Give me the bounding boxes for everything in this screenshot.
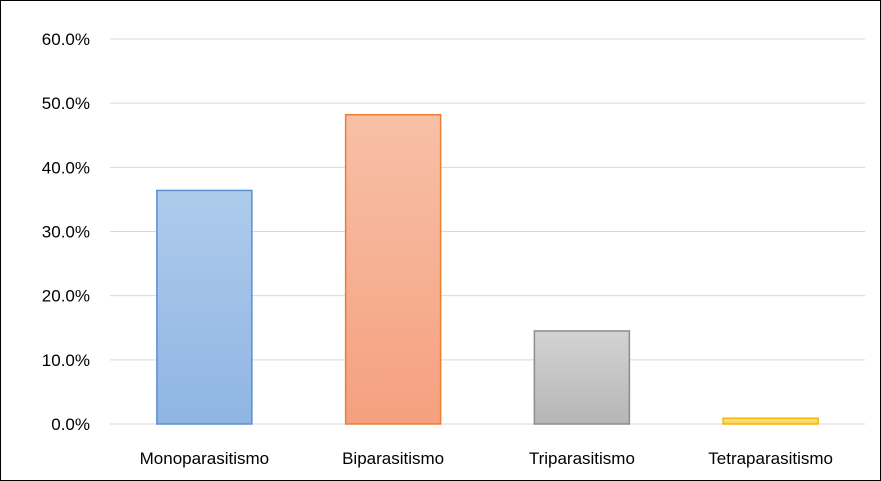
y-tick-label-5: 50.0%	[42, 94, 90, 113]
y-tick-label-2: 20.0%	[42, 287, 90, 306]
bar-biparasitismo	[344, 113, 442, 425]
y-tick-label-6: 60.0%	[42, 30, 90, 49]
x-axis-category-labels: Monoparasitismo Biparasitismo Triparasitis…	[140, 449, 833, 468]
y-tick-label-3: 30.0%	[42, 223, 90, 242]
y-tick-label-0: 0.0%	[51, 415, 90, 434]
y-tick-label-4: 40.0%	[42, 158, 90, 177]
category-label-biparasitismo: Biparasitismo	[342, 449, 444, 468]
bar-triparasitismo	[533, 330, 631, 425]
bar-monoparasitismo	[156, 189, 253, 425]
category-label-monoparasitismo: Monoparasitismo	[140, 449, 269, 468]
y-tick-label-1: 10.0%	[42, 351, 90, 370]
bars	[156, 113, 819, 425]
bar-tetraparasitismo	[722, 417, 819, 425]
y-axis-tick-labels: 0.0% 10.0% 20.0% 30.0% 40.0% 50.0% 60.0%	[42, 30, 90, 434]
category-label-tetraparasitismo: Tetraparasitismo	[708, 449, 833, 468]
category-label-triparasitismo: Triparasitismo	[529, 449, 635, 468]
